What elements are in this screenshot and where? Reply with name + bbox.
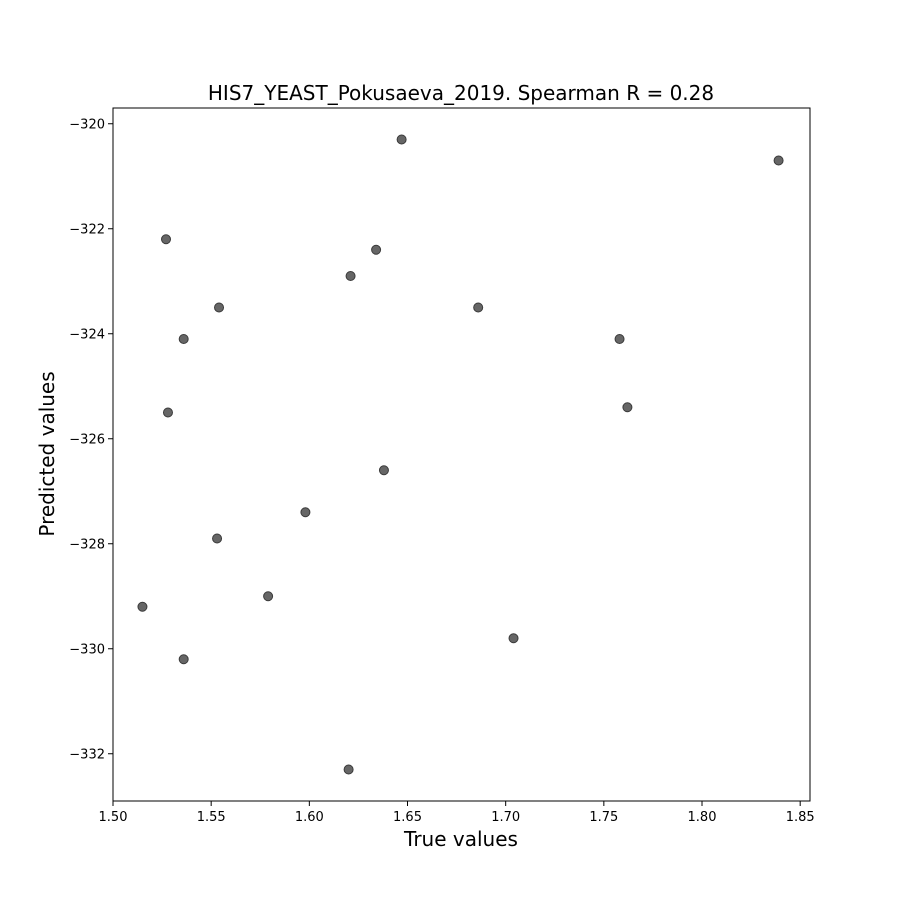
x-tick-label: 1.50 [99, 810, 128, 825]
y-tick-label: −330 [69, 642, 105, 657]
x-tick-label: 1.85 [786, 810, 815, 825]
data-point [343, 764, 354, 775]
data-point [162, 407, 173, 418]
y-tick-label: −324 [69, 327, 105, 342]
y-tick-label: −322 [69, 222, 105, 237]
x-tick-label: 1.70 [491, 810, 520, 825]
data-point [263, 591, 274, 602]
data-point [178, 334, 189, 344]
chart-title: HIS7_YEAST_Pokusaeva_2019. Spearman R = … [208, 81, 714, 105]
y-axis-label: Predicted values [35, 371, 59, 536]
data-point [773, 155, 784, 166]
data-point [214, 302, 225, 313]
data-point [178, 654, 189, 665]
data-point [614, 334, 625, 344]
y-tick-label: −328 [69, 537, 105, 552]
x-tick-label: 1.60 [295, 810, 324, 825]
y-tick-label: −320 [69, 117, 105, 132]
axis-ticks: 1.50 1.55 1.60 1.65 1.70 1.75 1.80 1.85 −320 −322… [69, 117, 814, 825]
data-point [300, 507, 311, 518]
x-tick-label: 1.55 [197, 810, 226, 825]
x-tick-label: 1.80 [688, 810, 717, 825]
plot-frame [112, 107, 811, 802]
data-point [345, 271, 356, 281]
data-point [396, 134, 407, 145]
data-point [212, 533, 223, 544]
y-tick-label: −326 [69, 432, 105, 447]
data-point [161, 234, 172, 245]
data-point [508, 633, 519, 644]
x-tick-label: 1.65 [393, 810, 422, 825]
data-point [378, 465, 389, 476]
data-point [622, 402, 633, 413]
data-point [473, 302, 484, 313]
data-point [371, 244, 382, 255]
data-points [137, 134, 784, 775]
data-point [137, 601, 148, 612]
y-tick-label: −332 [69, 747, 105, 762]
x-tick-label: 1.75 [589, 810, 618, 825]
x-axis-label: True values [403, 827, 518, 851]
